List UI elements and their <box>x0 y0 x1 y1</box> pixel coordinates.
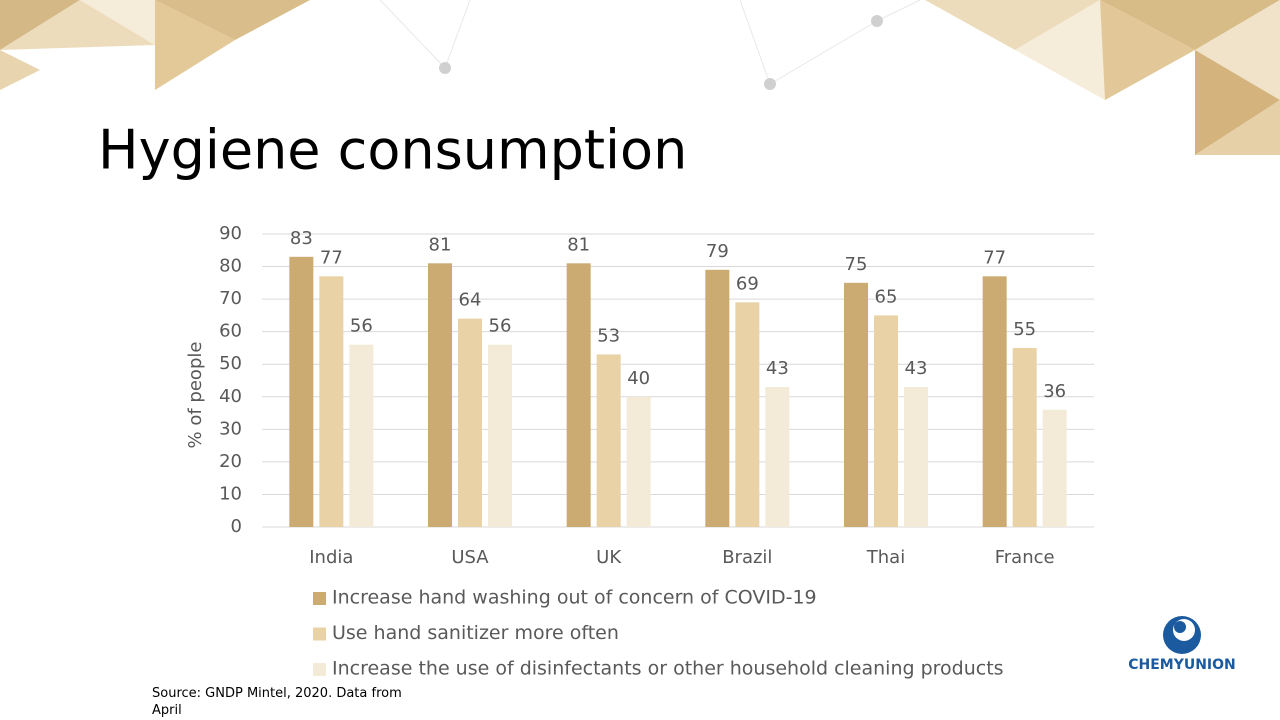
legend-label: Increase hand washing out of concern of … <box>332 587 817 609</box>
y-tick-label: 70 <box>219 288 242 309</box>
x-tick-label: India <box>309 547 353 568</box>
bar <box>874 315 898 527</box>
bar <box>705 269 730 527</box>
data-label: 83 <box>290 228 313 249</box>
x-tick-label: Thai <box>866 547 905 568</box>
bar <box>735 302 760 527</box>
data-label: 56 <box>350 316 373 337</box>
bar <box>982 276 1007 527</box>
y-tick-label: 0 <box>231 516 242 537</box>
bar <box>1012 347 1037 527</box>
data-label: 56 <box>489 316 512 337</box>
logo: CHEMYUNION <box>1128 616 1236 673</box>
legend-swatch <box>313 627 326 641</box>
bar <box>596 354 621 527</box>
data-label: 65 <box>875 286 898 307</box>
bar <box>319 276 344 527</box>
legend-swatch <box>313 663 326 676</box>
bar <box>458 318 482 527</box>
x-tick-label: France <box>995 547 1055 568</box>
bar <box>289 256 314 527</box>
data-label: 40 <box>627 368 650 389</box>
data-label: 64 <box>459 290 482 311</box>
y-tick-label: 30 <box>219 418 242 439</box>
logo-text: CHEMYUNION <box>1128 657 1236 673</box>
bar <box>566 263 591 527</box>
decoration <box>0 0 1280 155</box>
data-label: 77 <box>320 247 343 268</box>
bar <box>844 282 868 527</box>
y-tick-label: 60 <box>219 321 242 342</box>
y-tick-label: 20 <box>219 451 242 472</box>
bar <box>626 396 651 527</box>
data-label: 69 <box>736 273 759 294</box>
data-label: 43 <box>766 358 789 379</box>
bar <box>1042 409 1067 527</box>
bar <box>349 344 374 527</box>
legend-swatch <box>313 592 326 605</box>
x-tick-label: UK <box>596 547 622 568</box>
legend-label: Increase the use of disinfectants or oth… <box>332 658 1004 680</box>
slide-title: Hygiene consumption <box>98 119 687 182</box>
bar <box>488 344 512 527</box>
bar <box>765 387 790 527</box>
y-tick-label: 10 <box>219 483 242 504</box>
data-label: 55 <box>1013 319 1036 340</box>
y-tick-label: 80 <box>219 256 242 277</box>
data-label: 36 <box>1043 381 1066 402</box>
data-label: 79 <box>706 241 729 262</box>
data-label: 81 <box>567 234 590 255</box>
source-note: Source: GNDP Mintel, 2020. Data from Apr… <box>152 686 402 718</box>
data-label: 43 <box>905 358 928 379</box>
y-tick-label: 90 <box>219 223 242 244</box>
bar <box>428 263 452 527</box>
data-label: 77 <box>983 247 1006 268</box>
data-label: 75 <box>845 254 868 275</box>
x-tick-label: USA <box>451 547 489 568</box>
y-tick-label: 40 <box>219 386 242 407</box>
bar <box>904 387 928 527</box>
data-label: 81 <box>429 234 452 255</box>
legend-label: Use hand sanitizer more often <box>332 622 619 644</box>
y-tick-label: 50 <box>219 353 242 374</box>
data-label: 53 <box>597 325 620 346</box>
y-axis-label: % of people <box>185 342 206 449</box>
x-tick-label: Brazil <box>722 547 772 568</box>
